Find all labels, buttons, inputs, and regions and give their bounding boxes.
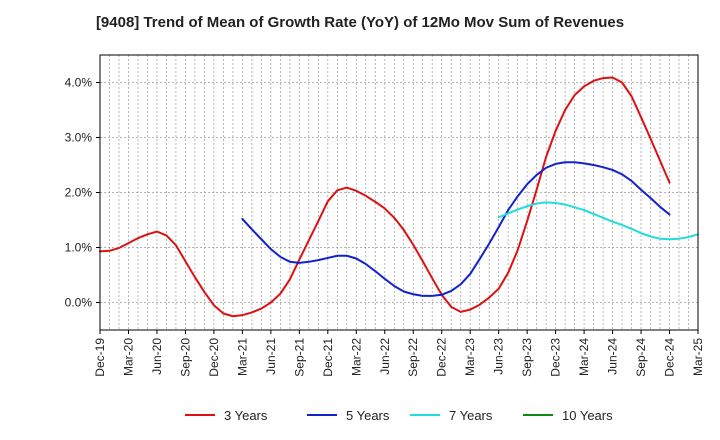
grid-layer xyxy=(100,55,698,330)
legend-label-3-years: 3 Years xyxy=(224,408,268,423)
legend-label-10-years: 10 Years xyxy=(562,408,613,423)
legend: 3 Years 5 Years 7 Years 10 Years xyxy=(185,408,613,423)
x-tick-label: Mar-21 xyxy=(235,338,249,376)
series-line-3-years xyxy=(99,76,671,318)
x-tick-label: Mar-25 xyxy=(691,338,705,376)
x-tick-label: Sep-22 xyxy=(406,338,420,377)
legend-label-5-years: 5 Years xyxy=(346,408,390,423)
x-tick-label: Dec-19 xyxy=(93,338,107,377)
series-line-5-years xyxy=(241,161,671,297)
x-tick-label: Mar-20 xyxy=(121,338,135,376)
x-tick-label: Sep-23 xyxy=(520,338,534,377)
x-tick-label: Sep-21 xyxy=(292,338,306,377)
x-axis: Dec-19 Mar-20 Jun-20 Sep-20 Dec-20 Mar-21 Jun-… xyxy=(93,330,705,377)
legend-label-7-years: 7 Years xyxy=(449,408,493,423)
x-tick-label: Jun-24 xyxy=(606,338,620,375)
y-axis: 0.0% 1.0% 2.0% 3.0% 4.0% xyxy=(65,76,100,310)
y-tick-label: 4.0% xyxy=(65,76,93,90)
x-tick-label: Jun-22 xyxy=(378,338,392,375)
y-tick-label: 0.0% xyxy=(65,296,93,310)
x-tick-label: Dec-23 xyxy=(549,338,563,377)
series-layer xyxy=(99,76,699,318)
x-tick-label: Mar-22 xyxy=(349,338,363,376)
x-tick-label: Mar-24 xyxy=(577,338,591,376)
chart-title: [9408] Trend of Mean of Growth Rate (YoY… xyxy=(95,14,625,31)
y-tick-label: 3.0% xyxy=(65,131,93,145)
x-tick-label: Dec-21 xyxy=(321,338,335,377)
y-tick-label: 1.0% xyxy=(65,241,93,255)
x-tick-label: Dec-20 xyxy=(207,338,221,377)
y-tick-label: 2.0% xyxy=(65,186,93,200)
x-tick-label: Jun-21 xyxy=(264,338,278,375)
series-line-7-years xyxy=(497,201,699,241)
x-tick-label: Dec-24 xyxy=(663,338,677,377)
x-tick-label: Mar-23 xyxy=(463,338,477,376)
x-tick-label: Jun-20 xyxy=(150,338,164,375)
x-tick-label: Jun-23 xyxy=(492,338,506,375)
x-tick-label: Sep-20 xyxy=(178,338,192,377)
x-tick-label: Dec-22 xyxy=(435,338,449,377)
x-tick-label: Sep-24 xyxy=(634,338,648,377)
